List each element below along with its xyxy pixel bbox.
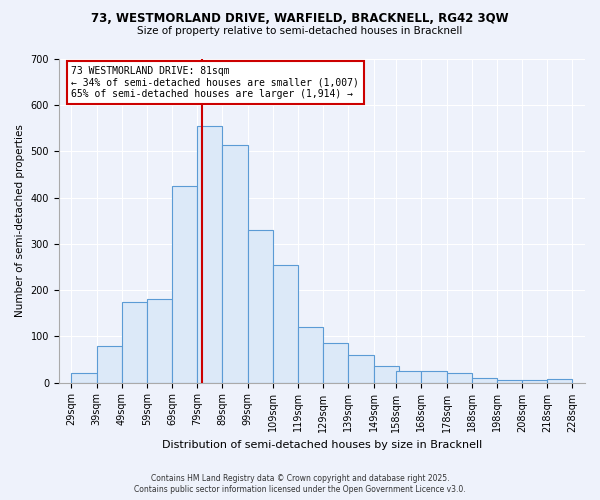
Bar (147, 300, 172, 382)
Bar (421, 371, 446, 382)
Bar (547, 379, 572, 382)
X-axis label: Distribution of semi-detached houses by size in Bracknell: Distribution of semi-detached houses by … (162, 440, 482, 450)
Bar (446, 374, 472, 382)
Bar (472, 378, 497, 382)
Bar (298, 327, 323, 382)
Bar (248, 230, 273, 382)
Bar (71, 374, 97, 382)
Bar (172, 186, 197, 382)
Bar (122, 302, 147, 382)
Text: Contains HM Land Registry data © Crown copyright and database right 2025.
Contai: Contains HM Land Registry data © Crown c… (134, 474, 466, 494)
Bar (323, 344, 349, 382)
Text: 73, WESTMORLAND DRIVE, WARFIELD, BRACKNELL, RG42 3QW: 73, WESTMORLAND DRIVE, WARFIELD, BRACKNE… (91, 12, 509, 26)
Bar (273, 264, 298, 382)
Bar (97, 346, 122, 383)
Bar (349, 355, 374, 382)
Bar (396, 371, 421, 382)
Bar (197, 126, 223, 382)
Text: 73 WESTMORLAND DRIVE: 81sqm
← 34% of semi-detached houses are smaller (1,007)
65: 73 WESTMORLAND DRIVE: 81sqm ← 34% of sem… (71, 66, 359, 99)
Bar (223, 144, 248, 382)
Y-axis label: Number of semi-detached properties: Number of semi-detached properties (15, 124, 25, 317)
Text: Size of property relative to semi-detached houses in Bracknell: Size of property relative to semi-detach… (137, 26, 463, 36)
Bar (374, 366, 398, 382)
Bar (522, 380, 547, 382)
Bar (497, 380, 522, 382)
